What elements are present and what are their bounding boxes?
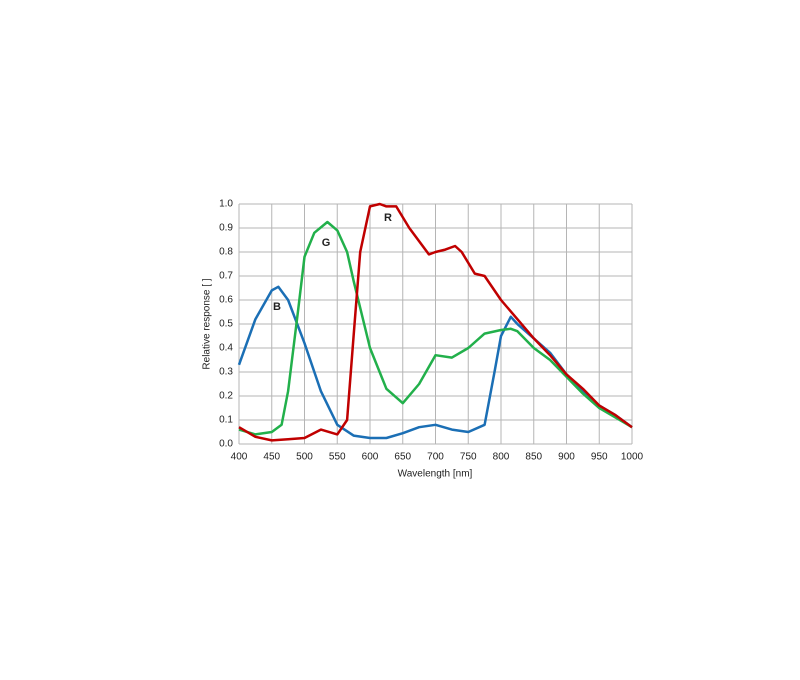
x-tick-label: 450 (263, 452, 280, 463)
series-line (238, 220, 633, 436)
x-tick-label: 600 (362, 452, 379, 463)
x-tick-label: 750 (460, 452, 477, 463)
x-tick-label: 850 (525, 452, 542, 463)
x-tick-label: 1000 (621, 452, 644, 463)
y-tick-label: 0.7 (219, 271, 233, 282)
y-tick-label: 0.5 (219, 319, 233, 330)
x-axis-label: Wavelength [nm] (398, 469, 473, 480)
y-tick-label: 0.4 (219, 343, 233, 354)
series-line (238, 202, 633, 442)
y-tick-label: 0.3 (219, 367, 233, 378)
y-axis-label: Relative response [ ] (202, 278, 213, 369)
series-label: R (384, 212, 392, 224)
x-tick-label: 650 (394, 452, 411, 463)
x-tick-label: 950 (591, 452, 608, 463)
y-tick-label: 0.2 (219, 391, 233, 402)
x-tick-label: 400 (231, 452, 248, 463)
y-tick-label: 1.0 (219, 199, 233, 210)
y-tick-label: 0.8 (219, 247, 233, 258)
y-tick-label: 0.0 (219, 439, 233, 450)
x-tick-label: 900 (558, 452, 575, 463)
x-tick-label: 550 (329, 452, 346, 463)
series-label: G (322, 237, 331, 249)
series-label: B (273, 301, 281, 313)
y-tick-label: 0.6 (219, 295, 233, 306)
y-tick-label: 0.1 (219, 415, 233, 426)
x-tick-label: 500 (296, 452, 313, 463)
x-tick-label: 800 (493, 452, 510, 463)
y-tick-label: 0.9 (219, 223, 233, 234)
x-tick-label: 700 (427, 452, 444, 463)
